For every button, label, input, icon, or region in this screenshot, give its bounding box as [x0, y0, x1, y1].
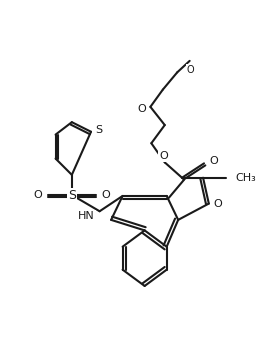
Text: O: O — [102, 190, 110, 200]
Text: CH₃: CH₃ — [236, 173, 256, 183]
Text: O: O — [214, 199, 222, 209]
Text: O: O — [159, 151, 168, 161]
Text: HN: HN — [78, 211, 95, 221]
Text: O: O — [187, 66, 195, 75]
Text: O: O — [138, 104, 147, 114]
Text: S: S — [95, 125, 102, 135]
Text: S: S — [68, 189, 76, 202]
Text: O: O — [210, 156, 219, 166]
Text: O: O — [33, 190, 42, 200]
